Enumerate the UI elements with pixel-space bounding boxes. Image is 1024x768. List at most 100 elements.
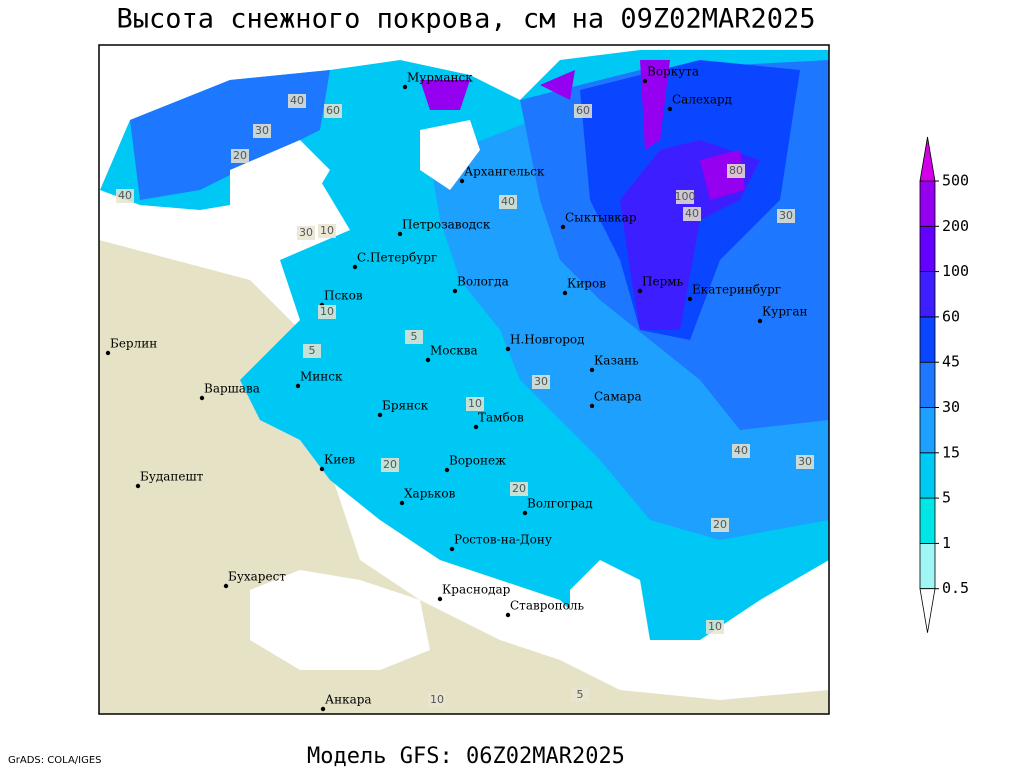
colorbar-label: 60 (942, 307, 960, 325)
contour-label: 30 (779, 209, 793, 222)
city-dot (459, 178, 465, 184)
colorbar-label: 5 (942, 489, 951, 507)
sea (420, 120, 480, 190)
city-label: Пермь (642, 275, 684, 289)
city-label: Ставрополь (510, 599, 584, 613)
city-dot (399, 500, 405, 506)
contour-label-bg (571, 688, 589, 702)
contour-label-bg (796, 455, 814, 469)
city-label: Варшава (204, 382, 260, 396)
city-dot (667, 106, 673, 112)
contour-label-bg (777, 209, 795, 223)
city-label: Вологда (457, 275, 509, 289)
city-dot (562, 290, 568, 296)
contour-label: 5 (577, 688, 584, 701)
contour-label: 10 (468, 397, 482, 410)
contour-label-bg (466, 397, 484, 411)
contour-label: 30 (255, 124, 269, 137)
city-label: Архангельск (464, 165, 545, 179)
city-label: Воронеж (449, 454, 506, 468)
sea (570, 560, 650, 690)
colorbar-band (919, 316, 936, 363)
credit: GrADS: COLA/IGES (8, 755, 102, 766)
city-label: Петрозаводск (402, 218, 491, 232)
sea (250, 570, 430, 670)
city-dot (589, 367, 595, 373)
colorbar-label: 200 (942, 217, 969, 235)
contour-label-bg (297, 226, 315, 240)
colorbar-band (919, 497, 936, 544)
city-dot (402, 84, 408, 90)
contour-label: 10 (430, 693, 444, 706)
contour-label: 40 (290, 94, 304, 107)
city-dot (319, 466, 325, 472)
city-label: Будапешт (140, 470, 204, 484)
contour-label: 10 (320, 305, 334, 318)
contour-label-bg (574, 104, 592, 118)
colorbar-label: 500 (942, 172, 969, 190)
colorbar-label: 100 (942, 262, 969, 280)
city-dot (522, 510, 528, 516)
city-dot (642, 78, 648, 84)
city-label: Краснодар (442, 583, 511, 597)
city-dot (473, 424, 479, 430)
map-frame (98, 44, 830, 715)
city-label: Казань (594, 354, 639, 368)
city-label: Сыктывкар (565, 211, 637, 225)
city-dot (444, 467, 450, 473)
city-dot (352, 264, 358, 270)
city-label: Волгоград (527, 497, 593, 511)
city-label: Ростов-на-Дону (454, 533, 552, 547)
city-label: Псков (324, 289, 363, 303)
snow-cover (130, 70, 330, 200)
city-dot (295, 383, 301, 389)
contour-label: 10 (708, 620, 722, 633)
contour-label-bg (711, 518, 729, 532)
contour-label-bg (318, 305, 336, 319)
contour-label-bg (510, 482, 528, 496)
contour-label-bg (231, 149, 249, 163)
sea (230, 140, 330, 240)
colorbar-band (919, 271, 936, 318)
city-label: Анкара (325, 693, 372, 707)
land-bare (99, 250, 260, 620)
colorbar-label: 15 (942, 443, 960, 461)
city-dot (757, 318, 763, 324)
city-label: Киров (567, 277, 606, 291)
city-label: Брянск (382, 399, 429, 413)
city-label: Берлин (110, 337, 157, 351)
contour-label: 5 (411, 330, 418, 343)
contour-label: 40 (685, 207, 699, 220)
city-label: Салехард (672, 93, 732, 107)
colorbar-cap (919, 588, 936, 633)
contour-label: 40 (118, 189, 132, 202)
colorbar-band (919, 361, 936, 408)
city-dot (687, 296, 693, 302)
city-label: Тамбов (478, 411, 524, 425)
city-label: Бухарест (228, 570, 286, 584)
city-label: Воркута (647, 65, 699, 79)
city-dot (425, 357, 431, 363)
contour-label: 60 (576, 104, 590, 117)
contour-label-bg (324, 104, 342, 118)
city-dot (637, 288, 643, 294)
colorbar-band (919, 407, 936, 454)
contour-labels: 40 60 30 20 40 10 30 60 80 100 40 30 40 10 5 5 10 30 20 40 2… (116, 94, 814, 707)
footer: Модель GFS: 06Z02MAR2025 (307, 744, 625, 768)
colorbar-band (919, 180, 936, 227)
city-dot (589, 403, 595, 409)
colorbar-band (919, 225, 936, 273)
city-dot (135, 483, 141, 489)
city-dot (223, 583, 229, 589)
colorbar-cap (919, 136, 936, 182)
contour-label: 10 (320, 224, 334, 237)
colorbar-label: 30 (942, 398, 960, 416)
contour-label: 20 (512, 482, 526, 495)
city-label: С.Петербург (357, 251, 437, 265)
contour-label-bg (288, 94, 306, 108)
contour-label: 20 (233, 149, 247, 162)
contour-label-bg (116, 189, 134, 203)
contour-label-bg (253, 124, 271, 138)
contour-label-bg (732, 444, 750, 458)
